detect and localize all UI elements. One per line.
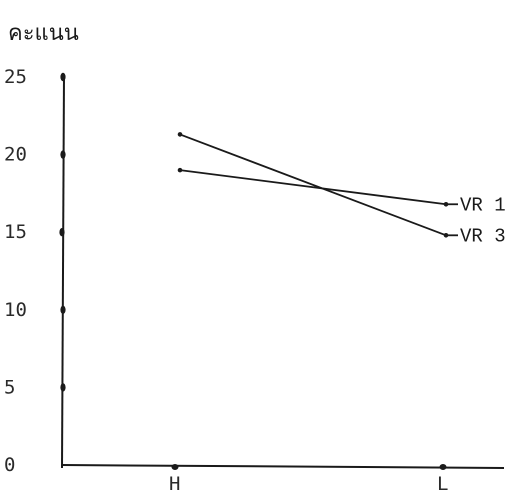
y-axis-ticks: 0 5 10 15 20 25: [4, 66, 66, 476]
y-tick-mark: [60, 383, 66, 392]
x-tick-label: L: [437, 473, 448, 495]
series-label: VR 1: [460, 194, 506, 216]
x-tick-label: H: [169, 473, 180, 495]
series-line: [179, 169, 447, 206]
data-point: [177, 132, 183, 137]
y-tick-label: 5: [4, 376, 15, 398]
x-axis-line: [61, 464, 505, 469]
data-point: [177, 167, 183, 173]
y-tick-label: 25: [4, 66, 27, 88]
x-tick-mark: [439, 464, 447, 470]
series-group: VR 1 VR 3: [177, 132, 506, 247]
y-axis-label: คะแนน: [8, 21, 79, 46]
series-line: [179, 133, 447, 237]
y-tick-mark: [59, 228, 65, 237]
y-tick-label: 20: [4, 144, 27, 166]
y-tick-mark: [60, 72, 66, 82]
series-label: VR 3: [460, 225, 506, 247]
y-tick-label: 15: [4, 221, 27, 243]
y-tick-mark: [60, 305, 66, 314]
y-tick-mark: [60, 150, 66, 159]
y-tick-label: 10: [4, 299, 27, 321]
y-axis-line: [61, 74, 65, 469]
x-tick-mark: [171, 464, 179, 470]
y-tick-label: 0: [4, 454, 15, 476]
